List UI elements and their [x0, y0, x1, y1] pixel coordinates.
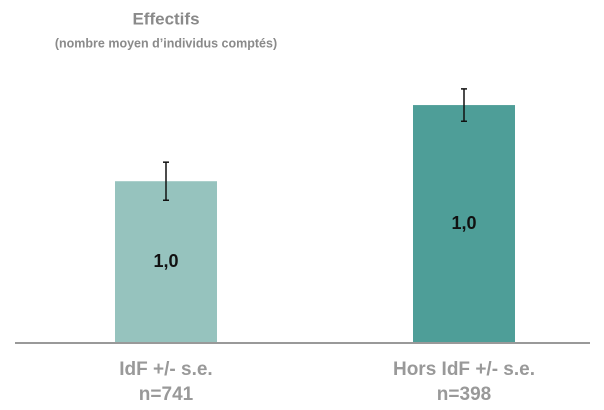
x-tick-label: IdF +/- s.e. [119, 359, 212, 380]
category-count: n=398 [437, 384, 491, 405]
chart-subtitle: (nombre moyen d’individus comptés) [55, 36, 277, 50]
value-label: 1,0 [153, 251, 178, 271]
category-count: n=741 [139, 384, 194, 405]
bar [413, 105, 515, 343]
value-label: 1,0 [451, 213, 476, 233]
bar [115, 181, 217, 343]
x-tick-label: Hors IdF +/- s.e. [393, 359, 535, 380]
chart-title: Effectifs [132, 9, 199, 28]
